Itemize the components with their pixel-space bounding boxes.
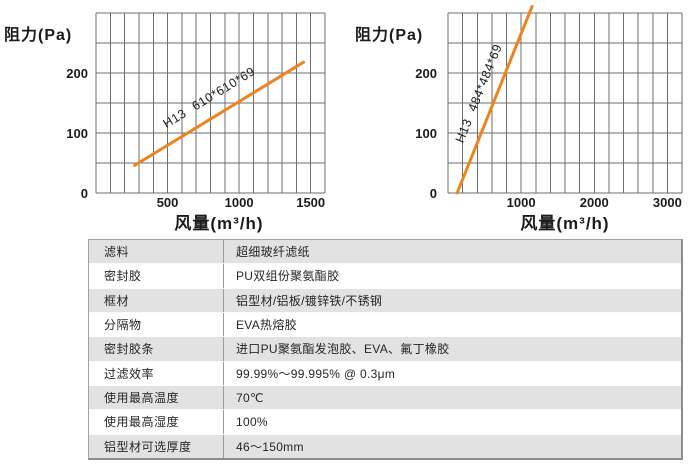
spec-row: 分隔物 EVA热熔胶 [89, 312, 681, 338]
spec-row: 铝型材可选厚度 46～150mm [89, 434, 681, 458]
spec-row: 使用最高湿度 100% [89, 410, 681, 435]
spec-label: 使用最高温度 [104, 391, 180, 406]
spec-value: 100% [223, 410, 681, 434]
y-tick-label: 100 [415, 126, 437, 141]
y-axis-title: 阻力(Pa) [4, 25, 72, 44]
spec-label: 滤料 [104, 245, 130, 260]
x-tick-label: 500 [157, 195, 179, 210]
spec-label: 铝型材可选厚度 [104, 439, 192, 454]
x-tick-label: 1000 [225, 195, 254, 210]
data-line [455, 4, 534, 195]
spec-value: 铝型材/铝板/镀锌铁/不锈钢 [223, 288, 681, 312]
spec-row: 框材 铝型材/铝板/镀锌铁/不锈钢 [89, 288, 681, 313]
spec-label: 框材 [104, 293, 130, 308]
spec-value: 46～150mm [223, 434, 681, 458]
data-line [133, 60, 306, 167]
x-tick-label: 1000 [507, 195, 536, 210]
spec-row: 过滤效率 99.99%～99.995% @ 0.3μm [89, 361, 681, 386]
y-tick-label: 100 [66, 126, 88, 141]
spec-value: EVA热熔胶 [223, 312, 681, 337]
spec-table: 滤料 超细玻纤滤纸密封胶 PU双组份聚氨酯胶框材 铝型材/铝板/镀锌铁/不锈钢分隔物 E… [88, 239, 683, 460]
spec-label: 使用最高湿度 [104, 415, 180, 430]
y-tick-label: 200 [415, 66, 437, 81]
x-tick-label: 3000 [653, 195, 682, 210]
spec-label: 密封胶条 [104, 342, 155, 357]
spec-label: 分隔物 [104, 318, 142, 333]
spec-value: 70℃ [223, 385, 681, 410]
spec-value: 进口PU聚氨酯发泡胶、EVA、氟丁橡胶 [223, 337, 681, 361]
spec-row: 密封胶条 进口PU聚氨酯发泡胶、EVA、氟丁橡胶 [89, 337, 681, 362]
grid-lines [447, 12, 683, 194]
spec-row: 使用最高温度 70℃ [89, 385, 681, 411]
y-tick-label: 0 [430, 186, 437, 201]
y-axis-title: 阻力(Pa) [355, 25, 423, 44]
spec-label: 密封胶 [104, 269, 142, 284]
spec-value: 99.99%～99.995% @ 0.3μm [223, 361, 681, 385]
y-tick-label: 200 [66, 66, 88, 81]
x-tick-label: 2000 [580, 195, 609, 210]
spec-row: 密封胶 PU双组份聚氨酯胶 [89, 264, 681, 289]
spec-value: PU双组份聚氨酯胶 [223, 264, 681, 288]
x-tick-label: 1500 [296, 195, 325, 210]
spec-value: 超细玻纤滤纸 [223, 240, 681, 264]
y-tick-label: 0 [81, 186, 88, 201]
spec-label: 过滤效率 [104, 366, 155, 381]
x-axis-title: 风量(m³/h) [174, 213, 263, 233]
x-axis-title: 风量(m³/h) [520, 213, 609, 233]
spec-row: 滤料 超细玻纤滤纸 [89, 240, 681, 265]
